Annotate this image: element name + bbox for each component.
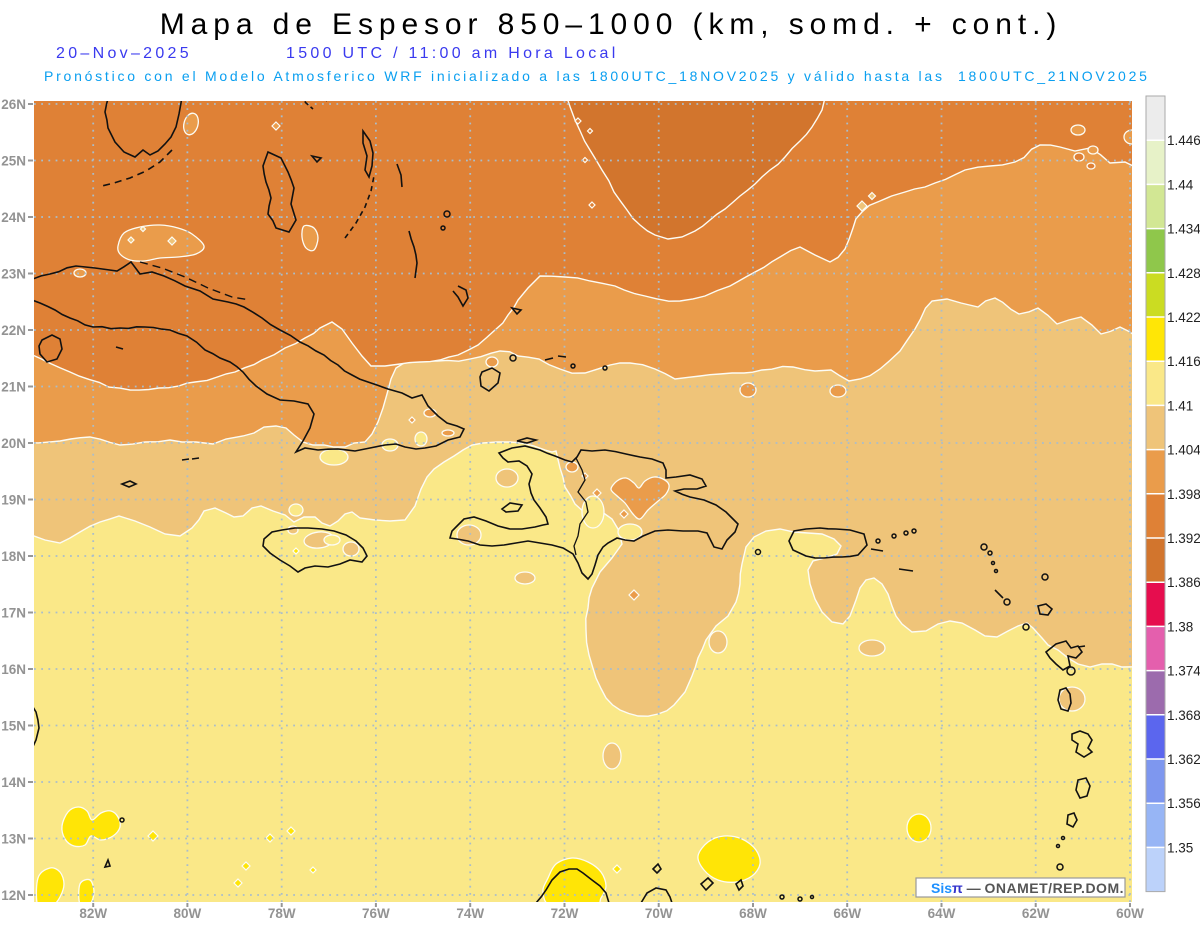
svg-text:16N: 16N [1, 662, 26, 677]
svg-text:24N: 24N [1, 210, 26, 225]
svg-text:1.386: 1.386 [1167, 575, 1200, 590]
svg-text:62W: 62W [1022, 906, 1050, 921]
svg-text:82W: 82W [79, 906, 107, 921]
svg-text:80W: 80W [174, 906, 202, 921]
svg-text:1.362: 1.362 [1167, 752, 1200, 767]
svg-text:1.404: 1.404 [1167, 443, 1200, 458]
svg-text:72W: 72W [551, 906, 579, 921]
svg-text:1.38: 1.38 [1167, 619, 1193, 634]
svg-text:1.422: 1.422 [1167, 310, 1200, 325]
svg-text:1.398: 1.398 [1167, 487, 1200, 502]
svg-text:1.356: 1.356 [1167, 796, 1200, 811]
svg-text:1.368: 1.368 [1167, 708, 1200, 723]
svg-text:1.392: 1.392 [1167, 531, 1200, 546]
svg-text:15N: 15N [1, 719, 26, 734]
svg-text:1.374: 1.374 [1167, 664, 1200, 679]
svg-text:1.35: 1.35 [1167, 840, 1193, 855]
svg-text:25N: 25N [1, 154, 26, 169]
svg-text:20–Nov–2025: 20–Nov–2025 [56, 45, 192, 62]
svg-text:17N: 17N [1, 606, 26, 621]
svg-text:19N: 19N [1, 493, 26, 508]
svg-text:Mapa de Espesor 850–1000 (km,: Mapa de Espesor 850–1000 (km, somd. + co… [160, 8, 1062, 41]
svg-text:Pronóstico con el Modelo Atmos: Pronóstico con el Modelo Atmosferico WRF… [44, 68, 1150, 84]
svg-text:78W: 78W [268, 906, 296, 921]
svg-text:Sisπ — ONAMET/REP.DOM.: Sisπ — ONAMET/REP.DOM. [931, 880, 1124, 896]
svg-text:76W: 76W [362, 906, 390, 921]
svg-text:60W: 60W [1116, 906, 1144, 921]
svg-text:1.416: 1.416 [1167, 354, 1200, 369]
svg-text:21N: 21N [1, 380, 26, 395]
svg-text:1500 UTC / 11:00 am Hora Local: 1500 UTC / 11:00 am Hora Local [286, 45, 619, 62]
svg-text:20N: 20N [1, 436, 26, 451]
svg-text:1.44: 1.44 [1167, 177, 1194, 192]
svg-text:1.428: 1.428 [1167, 266, 1200, 281]
svg-text:1.41: 1.41 [1167, 398, 1193, 413]
svg-text:1.446: 1.446 [1167, 133, 1200, 148]
svg-text:70W: 70W [645, 906, 673, 921]
svg-text:1.434: 1.434 [1167, 222, 1200, 237]
svg-text:18N: 18N [1, 549, 26, 564]
svg-text:26N: 26N [1, 97, 26, 112]
svg-text:74W: 74W [456, 906, 484, 921]
svg-text:14N: 14N [1, 775, 26, 790]
svg-text:13N: 13N [1, 832, 26, 847]
svg-text:22N: 22N [1, 323, 26, 338]
svg-text:64W: 64W [928, 906, 956, 921]
svg-text:66W: 66W [833, 906, 861, 921]
svg-text:12N: 12N [1, 888, 26, 903]
svg-text:68W: 68W [739, 906, 767, 921]
svg-text:23N: 23N [1, 267, 26, 282]
